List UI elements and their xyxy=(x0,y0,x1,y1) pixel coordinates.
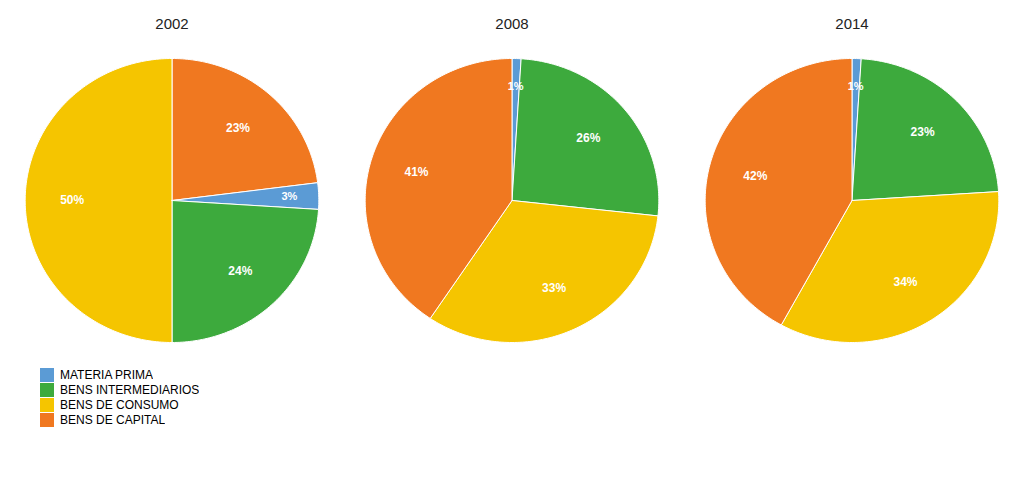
html-text:BENS DE CAPITAL: BENS DE CAPITAL xyxy=(60,413,166,427)
svg-text:26%: 26% xyxy=(576,131,600,145)
svg-text:41%: 41% xyxy=(404,165,428,179)
svg-text:34%: 34% xyxy=(893,275,917,289)
svg-text:42%: 42% xyxy=(743,169,767,183)
svg-text:1%: 1% xyxy=(508,80,524,92)
html-text:MATERIA PRIMA: MATERIA PRIMA xyxy=(60,368,154,382)
svg-text:3%: 3% xyxy=(281,190,297,202)
html-text:BENS INTERMEDIARIOS: BENS INTERMEDIARIOS xyxy=(60,383,200,397)
svg-text:2008: 2008 xyxy=(495,15,528,32)
svg-text:23%: 23% xyxy=(911,125,935,139)
svg-text:23%: 23% xyxy=(226,121,250,135)
svg-text:50%: 50% xyxy=(60,193,84,207)
html-text:BENS DE CONSUMO: BENS DE CONSUMO xyxy=(60,398,179,412)
svg-text:24%: 24% xyxy=(228,264,252,278)
svg-text:33%: 33% xyxy=(542,281,566,295)
svg-text:2002: 2002 xyxy=(155,15,188,32)
svg-text:1%: 1% xyxy=(848,80,864,92)
svg-text:2014: 2014 xyxy=(835,15,868,32)
